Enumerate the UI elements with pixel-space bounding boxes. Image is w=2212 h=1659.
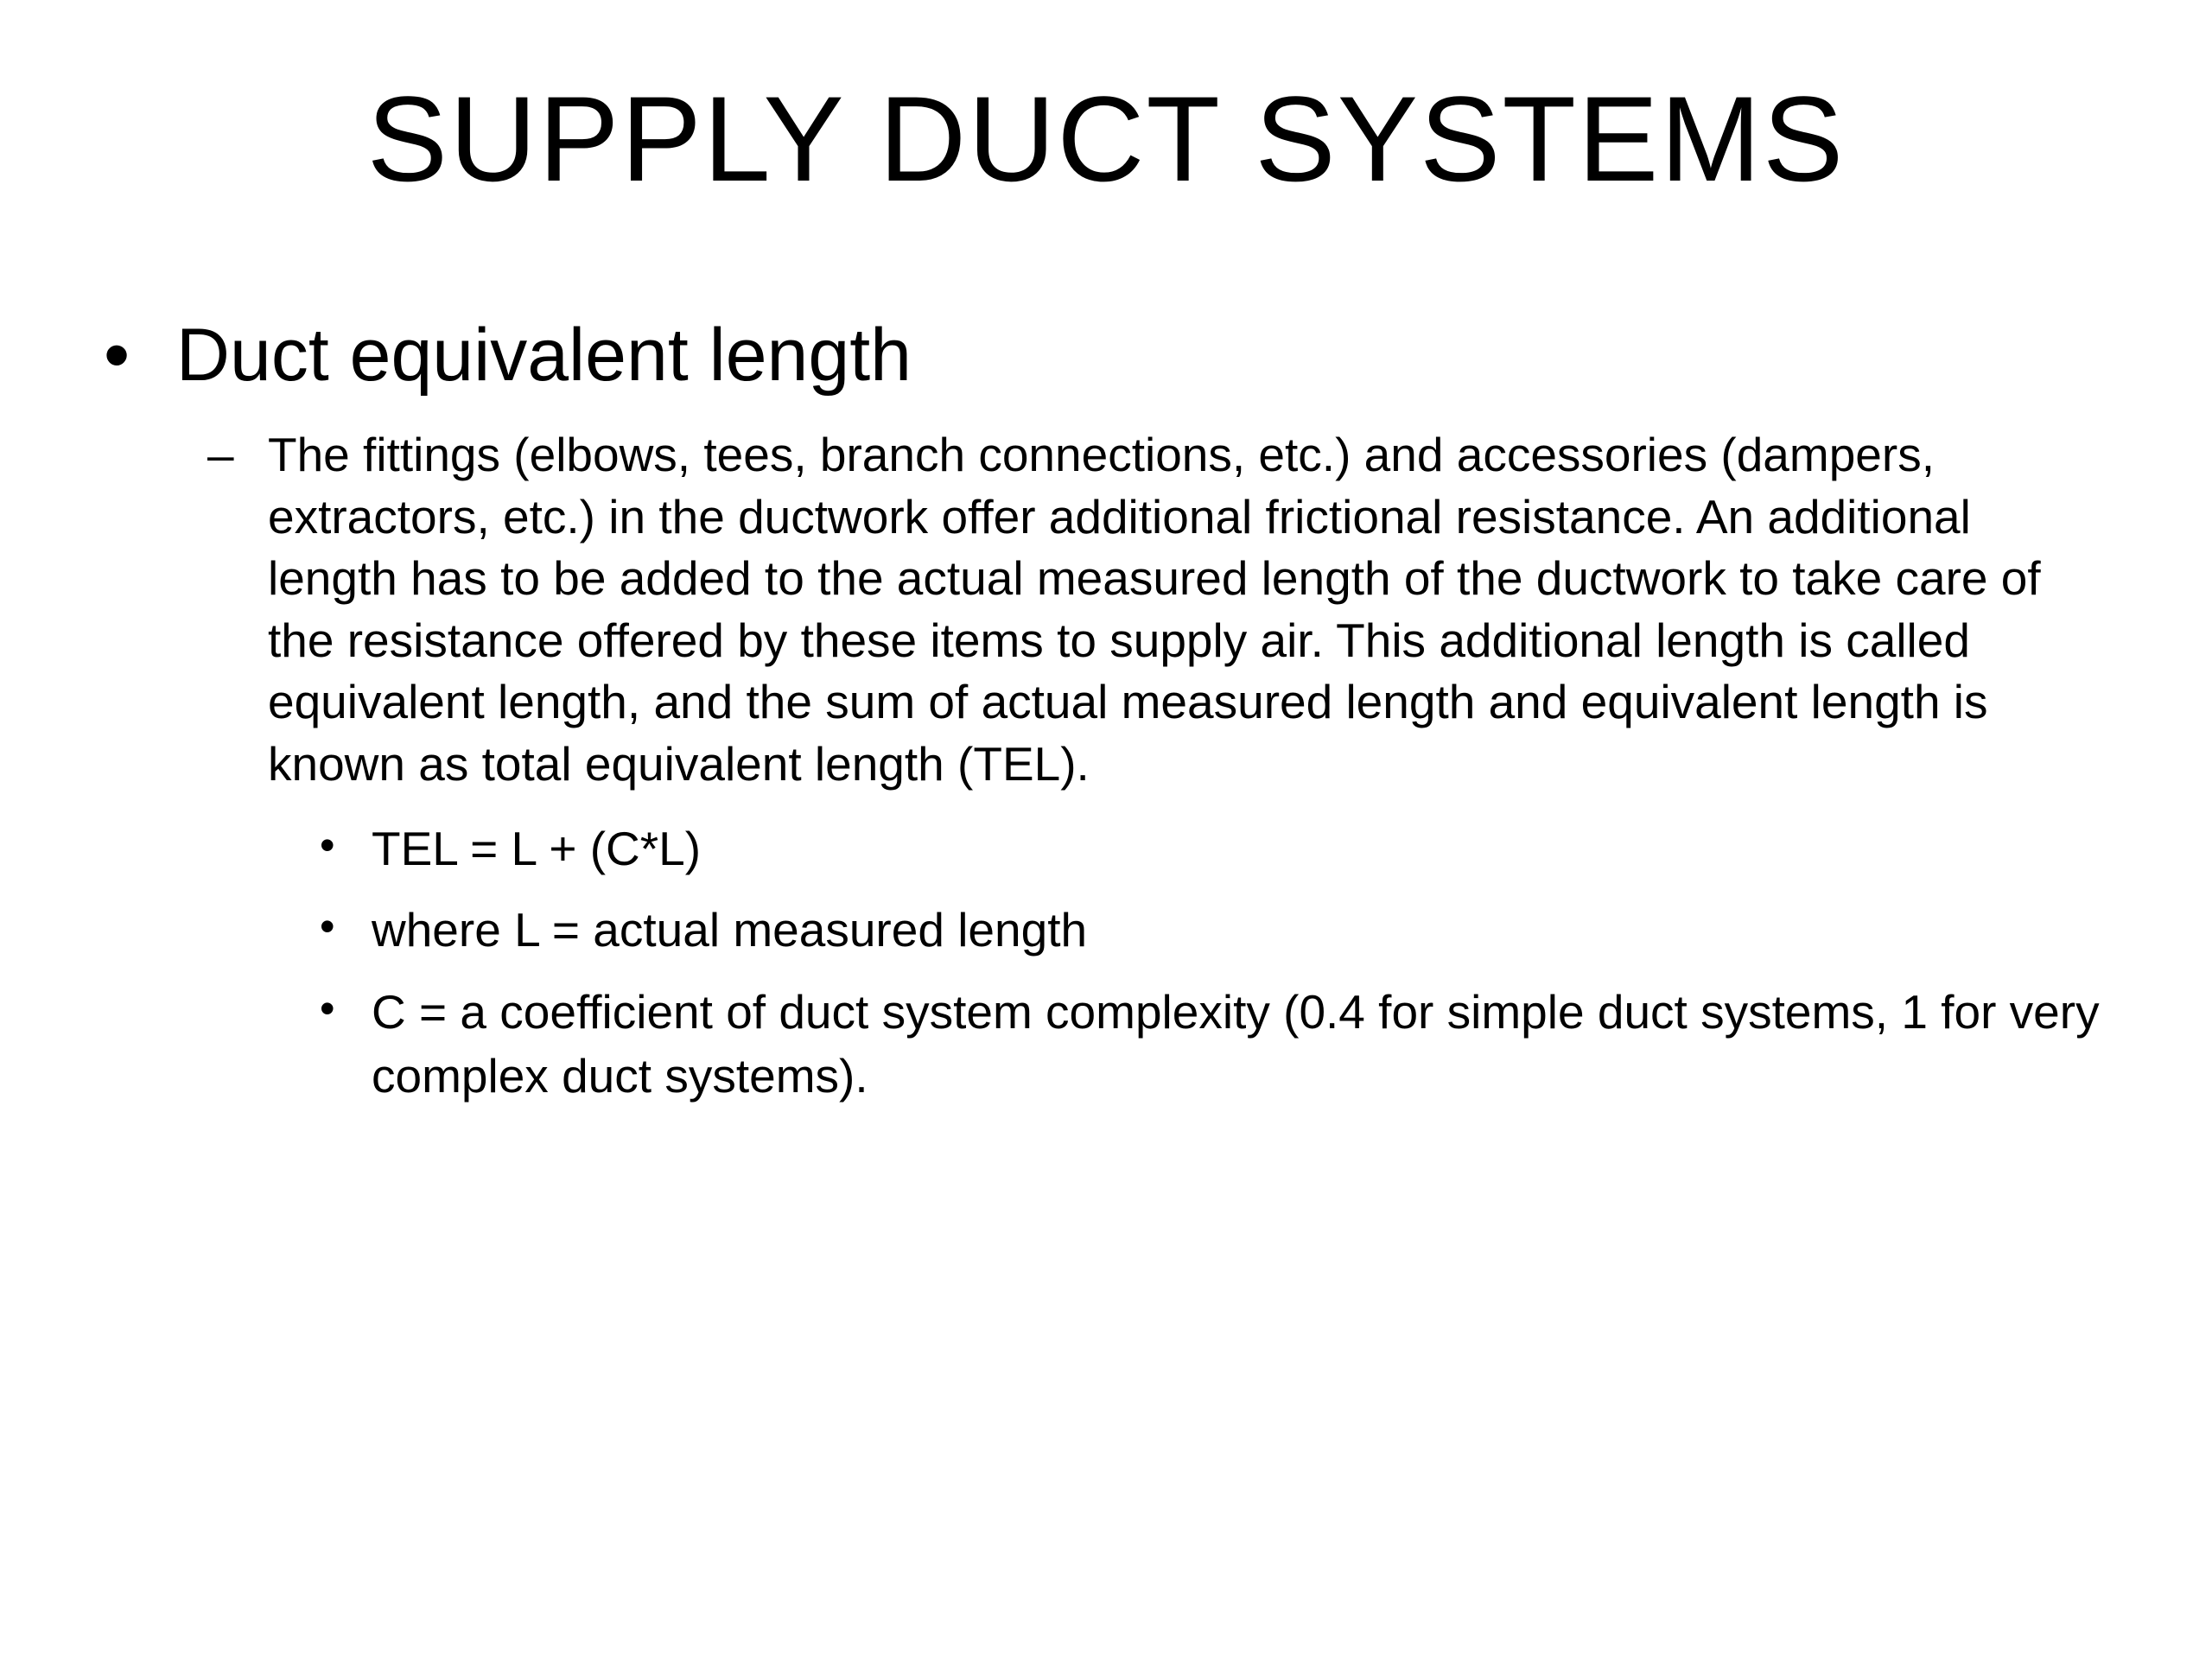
bullet-level1: Duct equivalent length The fittings (elb… [156,313,2108,1108]
where-c-text: C = a coefficient of duct system complex… [372,985,2100,1103]
formula-text: TEL = L + (C*L) [372,822,701,875]
slide-title: SUPPLY DUCT SYSTEMS [104,69,2108,209]
where-l-text: where L = actual measured length [372,903,1087,957]
bullet-level1-text: Duct equivalent length [176,314,912,397]
bullet-level2: The fittings (elbows, tees, branch conne… [268,424,2108,1108]
slide-content: Duct equivalent length The fittings (elb… [104,313,2108,1108]
bullet-level3-where-l: where L = actual measured length [372,898,2108,962]
bullet-level3-formula: TEL = L + (C*L) [372,817,2108,880]
bullet-level3-where-c: C = a coefficient of duct system complex… [372,980,2108,1109]
bullet-level2-text: The fittings (elbows, tees, branch conne… [268,428,2041,791]
